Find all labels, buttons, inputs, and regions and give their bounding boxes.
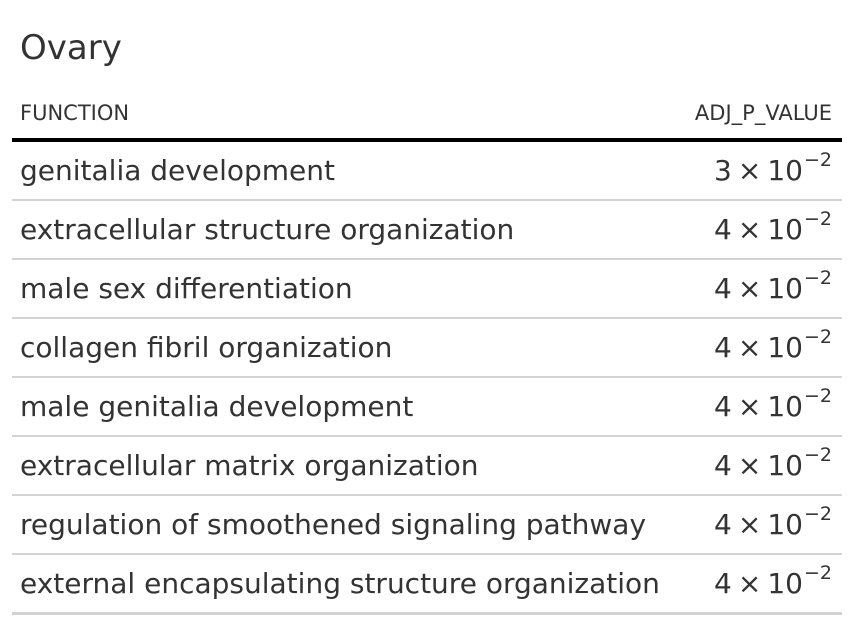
- adj-p-value-cell: 4 × 10−2: [662, 200, 842, 260]
- times-sign: ×: [737, 567, 762, 600]
- adj-p-value-cell: 4 × 10−2: [662, 318, 842, 378]
- function-cell: male genitalia development: [12, 377, 662, 437]
- table-row: regulation of smoothened signaling pathw…: [12, 495, 842, 555]
- p-coefficient: 4: [714, 449, 732, 482]
- times-sign: ×: [737, 213, 762, 246]
- column-header-adj-p-value: ADJ_P_VALUE: [662, 88, 842, 142]
- function-cell: genitalia development: [12, 140, 662, 201]
- table-title: Ovary: [20, 28, 122, 68]
- p-exponent: −2: [803, 267, 832, 289]
- header-row: FUNCTION ADJ_P_VALUE: [12, 88, 842, 142]
- table-row: external encapsulating structure organiz…: [12, 554, 842, 615]
- p-base: 10: [767, 567, 803, 600]
- times-sign: ×: [737, 331, 762, 364]
- p-base: 10: [767, 508, 803, 541]
- table-body: genitalia development 3 × 10−2 extracellul…: [12, 140, 842, 615]
- p-exponent: −2: [803, 149, 832, 171]
- function-cell: regulation of smoothened signaling pathw…: [12, 495, 662, 555]
- table-row: extracellular structure organization 4 × 1…: [12, 200, 842, 260]
- table-row: extracellular matrix organization 4 × 10−2: [12, 436, 842, 496]
- adj-p-value-cell: 4 × 10−2: [662, 554, 842, 615]
- adj-p-value-cell: 4 × 10−2: [662, 495, 842, 555]
- p-coefficient: 4: [714, 390, 732, 423]
- table-row: collagen fibril organization 4 × 10−2: [12, 318, 842, 378]
- function-cell: extracellular structure organization: [12, 200, 662, 260]
- times-sign: ×: [737, 154, 762, 187]
- adj-p-value-cell: 4 × 10−2: [662, 436, 842, 496]
- function-cell: male sex differentiation: [12, 259, 662, 319]
- times-sign: ×: [737, 272, 762, 305]
- adj-p-value-cell: 4 × 10−2: [662, 377, 842, 437]
- p-exponent: −2: [803, 562, 832, 584]
- p-coefficient: 4: [714, 567, 732, 600]
- p-coefficient: 3: [714, 154, 732, 187]
- p-exponent: −2: [803, 208, 832, 230]
- p-coefficient: 4: [714, 272, 732, 305]
- function-cell: collagen fibril organization: [12, 318, 662, 378]
- adj-p-value-cell: 4 × 10−2: [662, 259, 842, 319]
- function-cell: external encapsulating structure organiz…: [12, 554, 662, 615]
- p-exponent: −2: [803, 444, 832, 466]
- times-sign: ×: [737, 390, 762, 423]
- p-exponent: −2: [803, 385, 832, 407]
- column-header-function: FUNCTION: [12, 88, 662, 142]
- p-base: 10: [767, 213, 803, 246]
- p-exponent: −2: [803, 326, 832, 348]
- table-header: FUNCTION ADJ_P_VALUE: [12, 88, 842, 142]
- p-base: 10: [767, 390, 803, 423]
- adj-p-value-cell: 3 × 10−2: [662, 140, 842, 201]
- p-base: 10: [767, 331, 803, 364]
- p-coefficient: 4: [714, 508, 732, 541]
- p-exponent: −2: [803, 503, 832, 525]
- function-cell: extracellular matrix organization: [12, 436, 662, 496]
- table-row: male sex differentiation 4 × 10−2: [12, 259, 842, 319]
- times-sign: ×: [737, 508, 762, 541]
- table-row: male genitalia development 4 × 10−2: [12, 377, 842, 437]
- p-coefficient: 4: [714, 213, 732, 246]
- results-table: FUNCTION ADJ_P_VALUE genitalia developme…: [12, 88, 842, 615]
- p-base: 10: [767, 272, 803, 305]
- p-base: 10: [767, 154, 803, 187]
- p-coefficient: 4: [714, 331, 732, 364]
- p-base: 10: [767, 449, 803, 482]
- times-sign: ×: [737, 449, 762, 482]
- table-row: genitalia development 3 × 10−2: [12, 140, 842, 201]
